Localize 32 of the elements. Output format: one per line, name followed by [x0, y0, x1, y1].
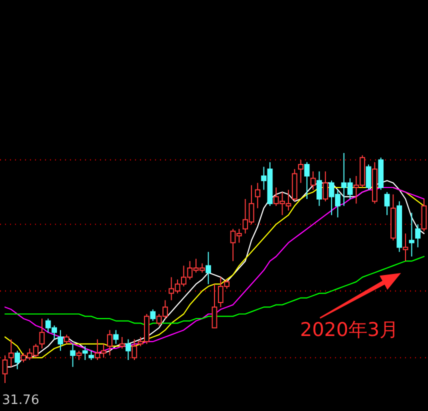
candlestick: [64, 334, 70, 344]
candlestick: [58, 330, 64, 352]
candlestick: [8, 338, 14, 368]
candlestick: [113, 330, 119, 344]
candlestick: [316, 170, 322, 206]
text: 31.76: [2, 393, 40, 408]
candlestick: [150, 308, 156, 322]
candlestick: [39, 318, 45, 349]
candlestick: [76, 350, 82, 360]
candlestick: [82, 346, 88, 360]
candlestick: [408, 212, 414, 257]
candlestick: [310, 170, 316, 190]
annotation: 2020年3月: [300, 319, 398, 341]
candlestick: [88, 350, 94, 360]
candlestick: [126, 338, 131, 360]
candlestick: [14, 350, 20, 370]
candlestick: [206, 251, 212, 285]
candlestick: [298, 159, 304, 184]
candlestick: [212, 284, 218, 328]
candlestick: [304, 162, 310, 200]
candlestick: [384, 192, 390, 216]
candlestick: [254, 182, 260, 209]
candlestick: [402, 233, 408, 262]
candlestick: [421, 198, 427, 232]
candlestick: [107, 330, 112, 356]
candlestick: [322, 170, 328, 202]
candlestick: [415, 224, 421, 248]
candlestick: [366, 164, 372, 190]
candlestick: [2, 354, 8, 384]
candlestick: [132, 338, 138, 360]
candlestick: [70, 343, 76, 368]
candlestick: [119, 336, 125, 349]
